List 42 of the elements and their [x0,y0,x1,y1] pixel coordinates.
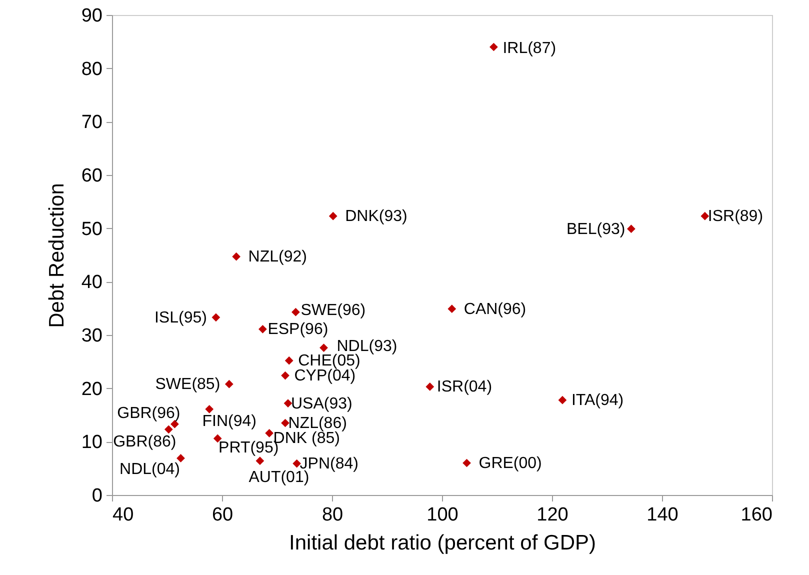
y-tick-label: 50 [81,218,102,240]
x-tick-label: 140 [646,504,678,526]
y-axis-title: Debt Reduction [45,183,68,328]
annotation: ESP(96) [268,321,328,338]
y-tick-label: 90 [81,6,102,26]
annotation: NZL(92) [248,248,307,266]
annotation: NZL(86) [288,415,347,432]
annotation: USA(93) [291,395,352,412]
annotation: CYP(04) [294,368,356,385]
annotation: AUT(01) [248,468,310,486]
annotation: CAN(96) [464,300,526,318]
x-tick-label: 160 [740,504,772,526]
annotation: SWE(96) [300,302,366,320]
y-tick-label: 80 [81,58,102,80]
annotation: CHE(05) [298,352,360,370]
y-tick-label: 10 [81,432,102,454]
annotation: FIN(94) [202,413,256,430]
x-axis-title: Initial debt ratio (percent of GDP) [289,532,596,554]
annotation: GRE(00) [478,455,542,472]
y-tick-label: 60 [81,166,102,186]
x-tick-label: 80 [322,504,344,526]
annotation: IRL(87) [502,40,556,57]
y-tick-label: 30 [81,326,102,346]
annotation: GBR(96) [117,405,180,422]
x-tick-label: 100 [426,504,458,526]
y-tick-label: 0 [92,486,102,506]
annotation: ISR(04) [436,378,492,396]
annotation: BEL(93) [566,220,626,238]
annotation: ITA(94) [571,392,624,410]
x-tick-label: 40 [112,504,134,526]
annotation: ISR(89) [708,208,764,226]
y-tick-label: 70 [81,112,102,134]
y-tick-label: 40 [81,272,102,294]
annotation: ISL(95) [154,309,207,326]
annotation: NDL(93) [336,338,398,355]
annotation: GBR(86) [113,433,176,450]
annotation: NDL(04) [120,461,180,478]
x-tick-label: 60 [212,504,234,526]
annotation: SWE(85) [155,376,220,394]
x-tick-label: 120 [536,504,568,526]
annotation: DNK(93) [345,208,408,226]
y-tick-label: 20 [81,378,102,400]
